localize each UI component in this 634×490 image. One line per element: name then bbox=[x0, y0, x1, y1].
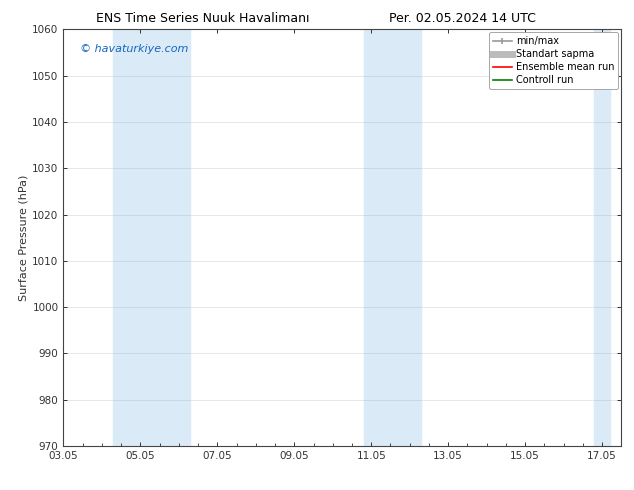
Y-axis label: Surface Pressure (hPa): Surface Pressure (hPa) bbox=[18, 174, 28, 301]
Legend: min/max, Standart sapma, Ensemble mean run, Controll run: min/max, Standart sapma, Ensemble mean r… bbox=[489, 32, 618, 89]
Bar bbox=[113, 29, 190, 446]
Text: © havaturkiye.com: © havaturkiye.com bbox=[80, 44, 188, 54]
Text: Per. 02.05.2024 14 UTC: Per. 02.05.2024 14 UTC bbox=[389, 12, 536, 25]
Text: ENS Time Series Nuuk Havalimanı: ENS Time Series Nuuk Havalimanı bbox=[96, 12, 309, 25]
Bar bbox=[595, 29, 610, 446]
Bar bbox=[363, 29, 421, 446]
